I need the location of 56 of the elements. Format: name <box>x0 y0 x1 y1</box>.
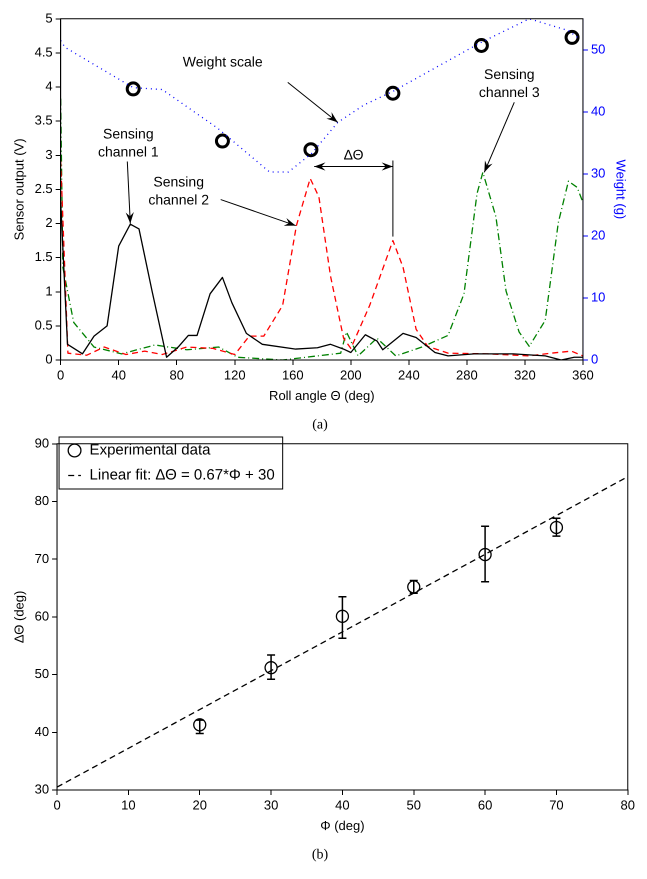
x-tick-label: 20 <box>192 797 207 812</box>
x-tick-label: 70 <box>549 797 564 812</box>
y-tick-label: 0.5 <box>34 317 53 332</box>
x-tick-label: 80 <box>169 367 184 382</box>
x-tick-label: 60 <box>478 797 492 812</box>
y-tick-label: 30 <box>34 782 50 797</box>
x-axis-title: Φ (deg) <box>320 818 365 833</box>
x-tick-label: 10 <box>121 797 136 812</box>
y-tick-label: 0 <box>45 352 53 367</box>
x-tick-label: 120 <box>224 367 246 382</box>
y-axis-title: Sensor output (V) <box>11 138 26 240</box>
y2-tick-label: 30 <box>590 165 606 180</box>
x-tick-label: 320 <box>514 367 536 382</box>
y2-tick-label: 40 <box>590 103 606 118</box>
y-tick-label: 70 <box>34 550 50 566</box>
annotation: ΔΘ <box>344 146 364 162</box>
y-tick-label: 50 <box>34 666 50 682</box>
y-tick-label: 4 <box>45 78 53 94</box>
y-tick-label: 40 <box>34 724 50 739</box>
text: (a) <box>312 417 328 432</box>
annotation: Sensing channel 2 <box>148 173 210 208</box>
y-tick-label: 3 <box>45 146 53 162</box>
x-tick-label: 30 <box>264 797 278 812</box>
x-tick-label: 160 <box>282 367 304 382</box>
y-tick-label: 1 <box>45 283 53 298</box>
x-tick-label: 0 <box>57 367 64 382</box>
annotation: Sensing channel 1 <box>98 125 159 160</box>
y2-tick-label: 20 <box>590 228 606 243</box>
text: (b) <box>312 847 328 862</box>
y-tick-label: 5 <box>45 10 53 26</box>
y-tick-label: 60 <box>34 608 50 624</box>
y-axis-title: ΔΘ (deg) <box>11 590 26 644</box>
x-tick-label: 40 <box>335 797 350 812</box>
y-tick-label: 80 <box>34 493 50 508</box>
legend-label: Experimental data <box>90 442 212 459</box>
x-tick-label: 80 <box>620 797 636 812</box>
y-tick-label: 1.5 <box>34 249 53 264</box>
y-tick-label: 2.5 <box>34 180 53 196</box>
x-tick-label: 50 <box>406 797 421 812</box>
y-tick-label: 90 <box>34 435 50 450</box>
annotation: Weight scale <box>182 53 263 70</box>
y2-tick-label: 10 <box>590 290 606 305</box>
x-tick-label: 200 <box>340 367 362 382</box>
y-tick-label: 4.5 <box>34 44 53 60</box>
x-tick-label: 240 <box>398 367 420 382</box>
legend-label: Linear fit: ΔΘ = 0.67*Φ + 30 <box>90 466 275 484</box>
x-axis-title: Roll angle Θ (deg) <box>269 388 375 403</box>
y-tick-label: 3.5 <box>34 112 53 128</box>
y2-tick-label: 50 <box>590 41 606 56</box>
y2-axis-title: Weight (g) <box>614 160 629 220</box>
x-tick-label: 40 <box>111 367 126 382</box>
y-tick-label: 2 <box>45 215 53 230</box>
annotation: Sensing channel 3 <box>478 66 540 100</box>
y2-tick-label: 0 <box>590 352 598 367</box>
x-tick-label: 280 <box>456 367 478 382</box>
x-tick-label: 360 <box>572 367 594 382</box>
